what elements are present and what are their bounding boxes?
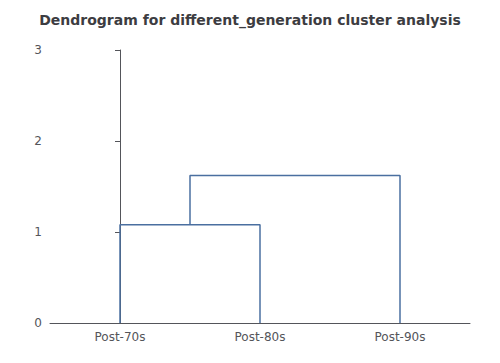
svg-text:3: 3 — [34, 43, 42, 57]
svg-text:0: 0 — [34, 316, 42, 330]
svg-text:Post-90s: Post-90s — [375, 330, 426, 344]
svg-text:1: 1 — [34, 225, 42, 239]
svg-text:Post-80s: Post-80s — [235, 330, 286, 344]
svg-text:Post-70s: Post-70s — [95, 330, 146, 344]
svg-text:Dendrogram for different_gener: Dendrogram for different_generation clus… — [39, 12, 461, 29]
svg-text:2: 2 — [34, 134, 42, 148]
